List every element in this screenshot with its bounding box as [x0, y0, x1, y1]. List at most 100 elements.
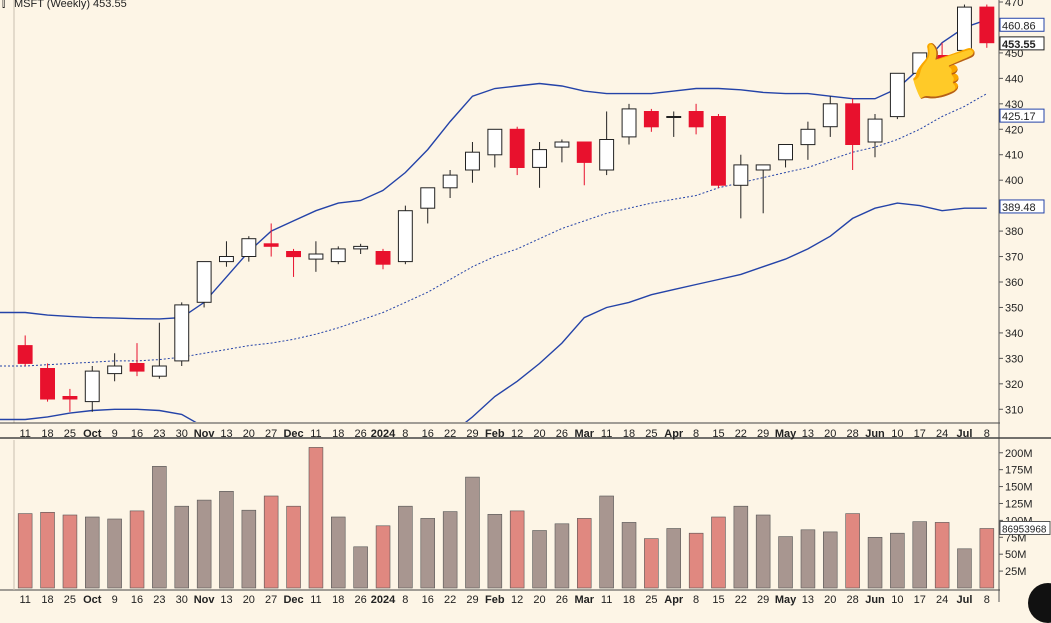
volume-bar: [398, 505, 413, 589]
axes: 3103203303403503603703803904004104204304…: [19, 0, 1051, 606]
x-tick-label: 18: [332, 594, 344, 606]
candle-body: [800, 128, 816, 146]
bollinger-bands: [0, 19, 988, 422]
volume-tick-label: 25M: [1005, 566, 1026, 578]
x-tick-label: 20: [243, 594, 255, 606]
price-tick-label: 400: [1005, 175, 1023, 187]
volume-tick-label: 125M: [1005, 498, 1033, 510]
candle-body: [219, 256, 234, 263]
candles: [17, 4, 995, 412]
volume-bar: [129, 510, 145, 589]
price-tick-label: 440: [1005, 73, 1023, 85]
price-tick-label: 350: [1005, 302, 1023, 314]
candle-body: [576, 141, 592, 163]
lower-band-line: [0, 202, 987, 422]
price-tick-label: 370: [1005, 252, 1023, 264]
x-tick-label: 16: [131, 428, 143, 440]
x-tick-label: 11: [601, 594, 612, 606]
candle-body: [196, 261, 212, 303]
volume-bar: [465, 476, 480, 589]
x-tick-label: 8: [984, 428, 990, 440]
candle-body: [822, 103, 838, 128]
volume-bar: [554, 523, 570, 589]
price-tick-label: 360: [1005, 277, 1023, 289]
volume-bar: [420, 518, 435, 589]
x-tick-label: 17: [914, 594, 926, 606]
volume-tick-label: 200M: [1005, 448, 1033, 460]
x-tick-label: Apr: [664, 594, 684, 606]
x-tick-label: 30: [176, 428, 188, 440]
candle-body: [17, 345, 33, 364]
x-tick-label: 30: [176, 594, 188, 606]
price-tick-label: 410: [1005, 150, 1023, 162]
volume-bar: [17, 513, 33, 589]
x-tick-label: 18: [41, 594, 53, 606]
x-tick-label: Oct: [83, 594, 102, 606]
x-tick-label: 29: [757, 428, 769, 440]
price-label: 453.55: [1002, 39, 1036, 51]
x-tick-label: 22: [444, 428, 456, 440]
price-tick-label: 380: [1005, 226, 1023, 238]
candle-body: [755, 164, 771, 171]
x-tick-label: 2024: [371, 428, 396, 440]
x-tick-label: Mar: [574, 428, 594, 440]
volume-bar: [576, 518, 592, 589]
x-tick-label: 20: [824, 428, 836, 440]
chart-header: ⫿ MSFT (Weekly) 453.55: [2, 0, 127, 10]
volume-bar: [263, 495, 279, 589]
candle-body: [979, 6, 995, 44]
x-tick-label: 16: [422, 594, 434, 606]
candle-body: [442, 174, 458, 189]
x-tick-label: 18: [623, 594, 635, 606]
middle-band-line: [0, 93, 988, 367]
candle-body: [778, 144, 793, 161]
x-tick-label: 2024: [371, 594, 396, 606]
x-tick-label: 17: [914, 428, 926, 440]
x-tick-label: Dec: [283, 594, 303, 606]
candle-group: [17, 4, 995, 412]
x-tick-label: 24: [936, 594, 948, 606]
candle-body: [40, 368, 55, 400]
volume-bar: [755, 514, 771, 589]
x-tick-label: 28: [847, 594, 859, 606]
candle-body: [263, 243, 279, 247]
volume-bar: [599, 495, 614, 589]
candle-body: [733, 164, 749, 186]
x-tick-label: 20: [533, 594, 545, 606]
candle-body: [241, 238, 257, 257]
x-tick-label: Feb: [485, 594, 505, 606]
x-tick-label: May: [775, 594, 797, 606]
volume-bar: [353, 546, 368, 589]
candle-body: [174, 304, 190, 362]
x-tick-label: 11: [601, 428, 612, 440]
candle-body: [107, 365, 123, 375]
price-tick-label: 430: [1005, 99, 1023, 111]
volume-bar: [979, 528, 995, 589]
candle-body: [84, 370, 100, 403]
x-tick-label: 26: [355, 428, 367, 440]
volume-bar: [890, 532, 905, 589]
candle-body: [129, 363, 145, 372]
x-tick-label: Oct: [83, 428, 102, 440]
band-lines: [0, 19, 988, 422]
volume-bar: [822, 531, 838, 589]
volume-last-box: [999, 520, 1051, 535]
volume-bar: [152, 465, 167, 589]
chart-title: MSFT (Weekly) 453.55: [14, 0, 127, 10]
volume-bar: [375, 525, 391, 589]
volume-bar: [688, 532, 704, 589]
x-tick-label: 26: [556, 594, 568, 606]
price-label-box: [999, 108, 1045, 123]
x-tick-label: 13: [802, 428, 814, 440]
upper-band-line: [0, 19, 988, 320]
x-tick-label: 22: [735, 594, 747, 606]
x-tick-label: 27: [265, 428, 277, 440]
x-tick-label: 18: [623, 428, 635, 440]
x-tick-label: 29: [466, 428, 478, 440]
volume-bar: [845, 513, 860, 589]
x-tick-label: Jul: [957, 428, 973, 440]
volume-bar: [442, 511, 458, 589]
volume-bar: [174, 505, 190, 589]
x-tick-label: 25: [64, 428, 76, 440]
x-tick-label: 20: [533, 428, 545, 440]
